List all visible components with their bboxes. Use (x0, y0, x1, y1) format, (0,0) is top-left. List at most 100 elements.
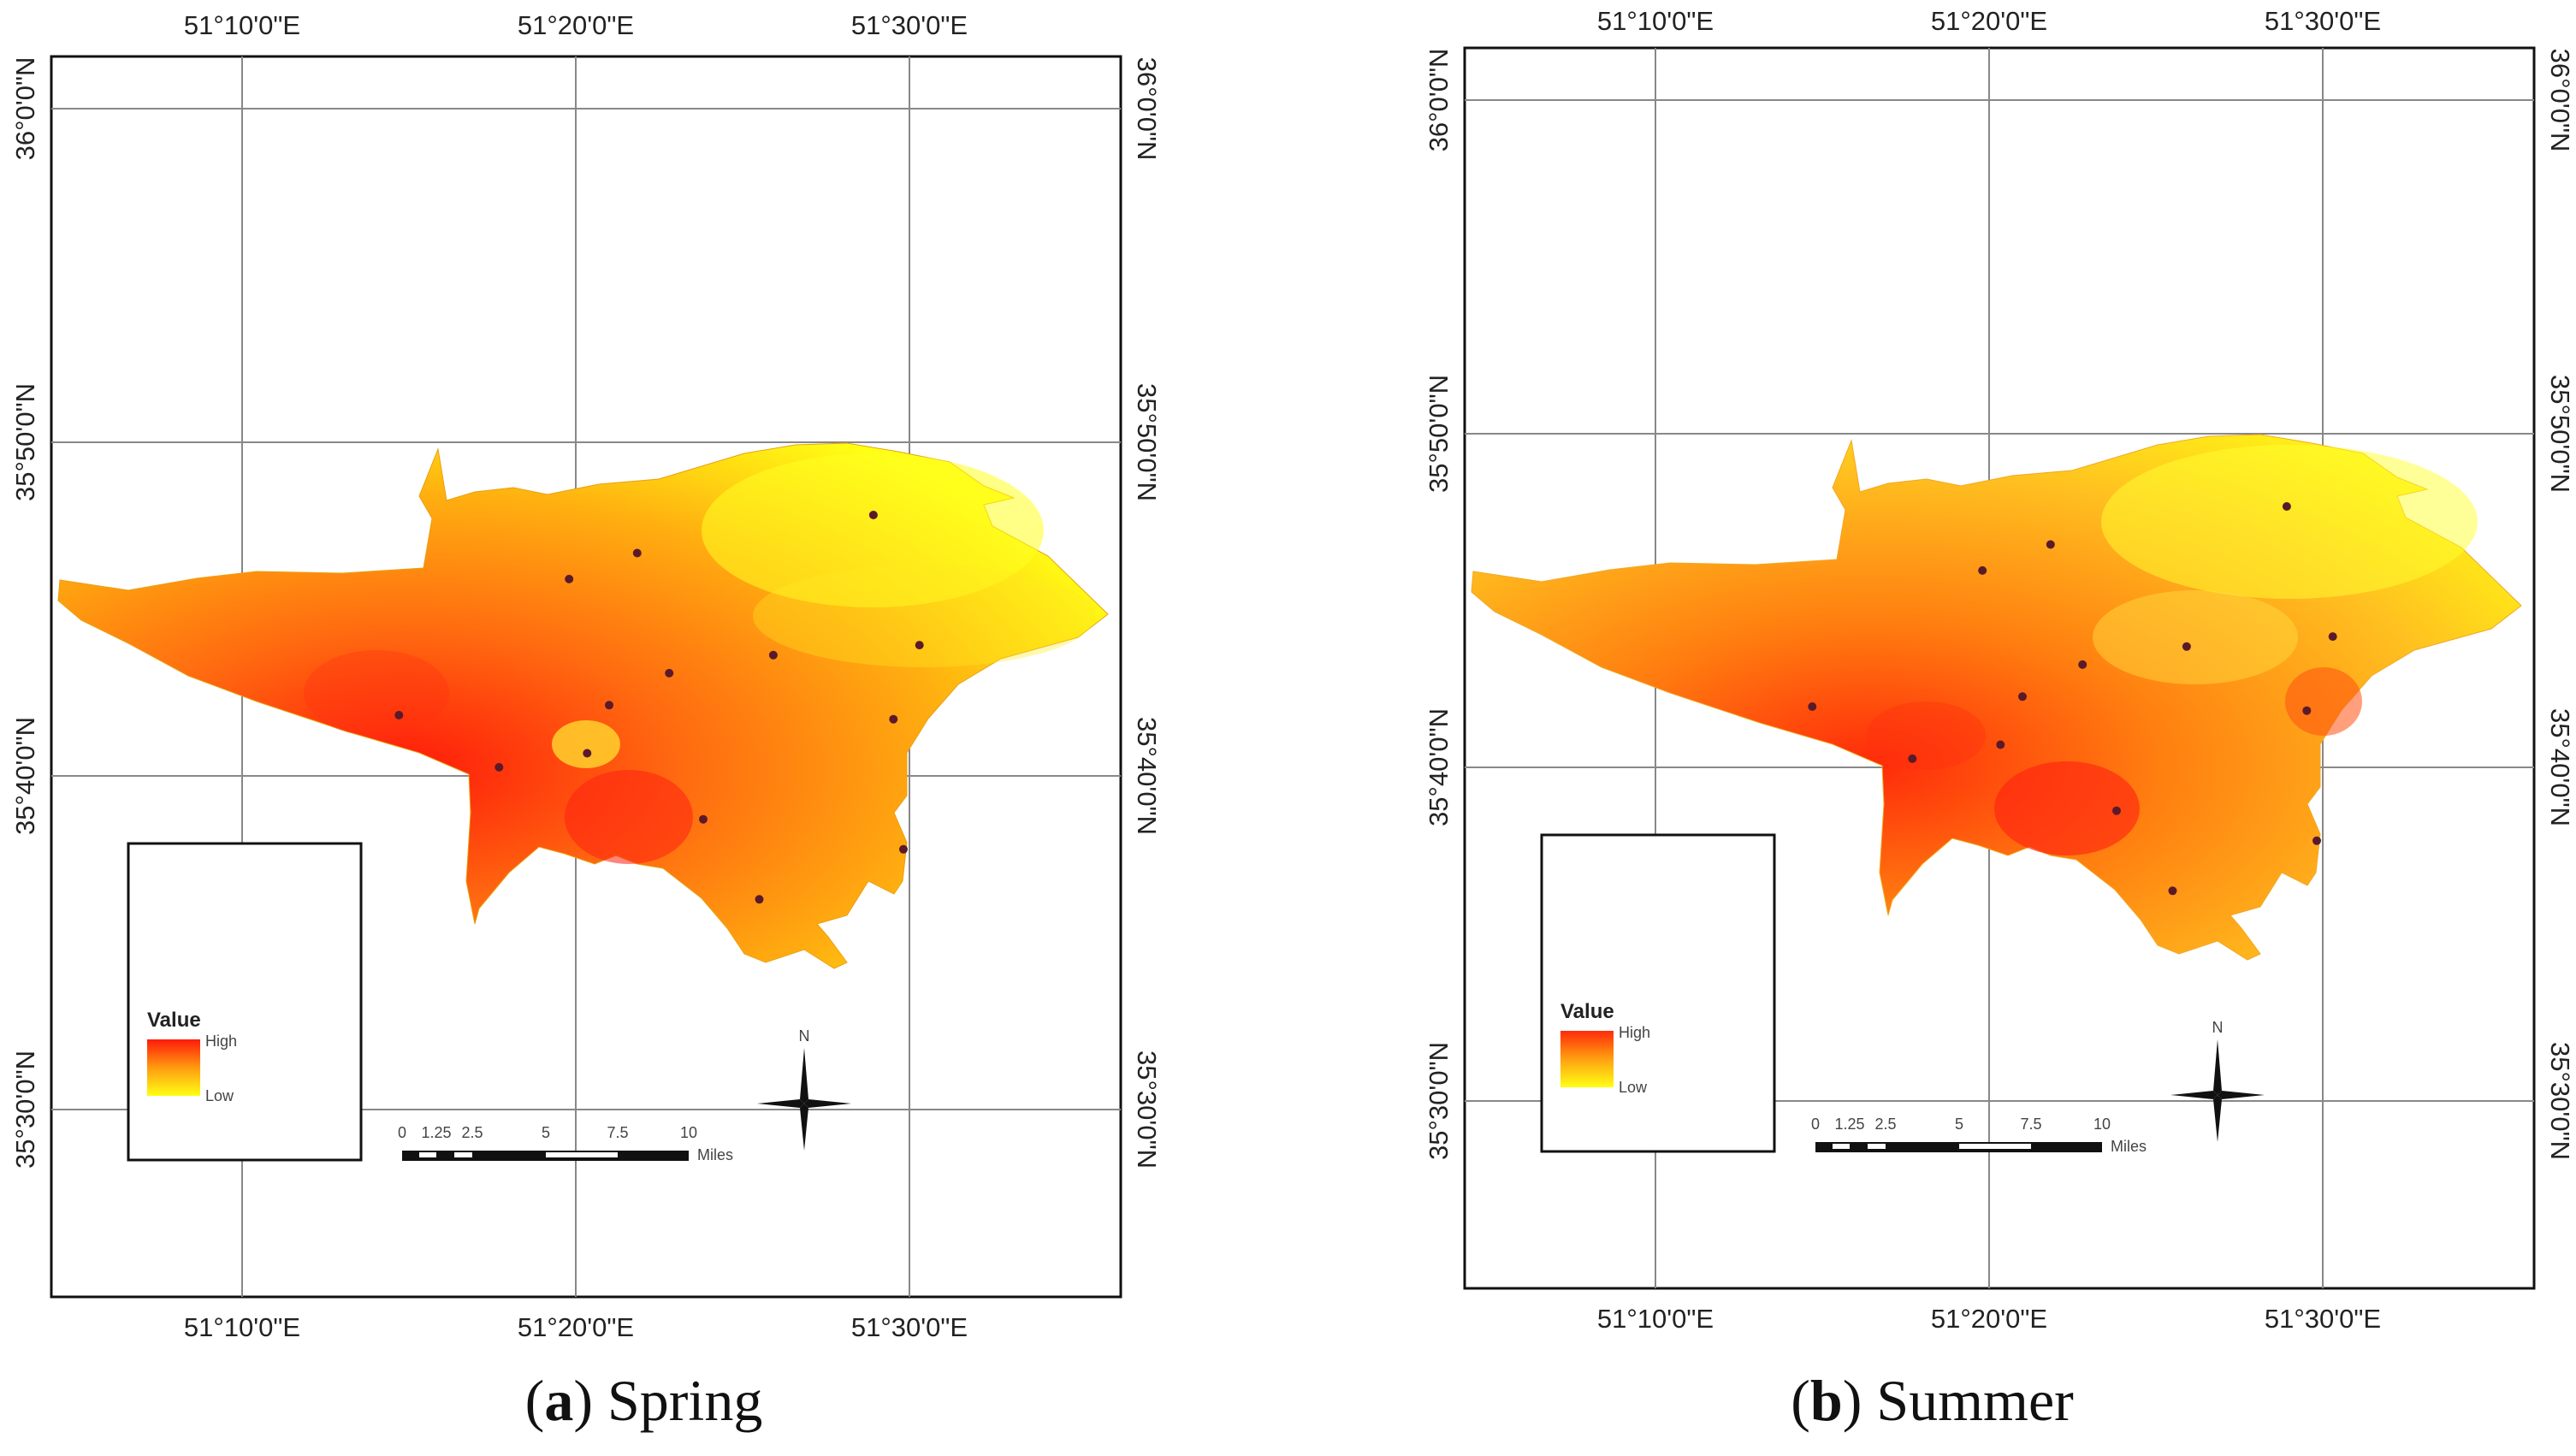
lat-label-left: 35°30'0"N (1424, 1042, 1454, 1160)
lon-label-bottom: 51°10'0"E (184, 1312, 300, 1342)
svg-text:1.25: 1.25 (421, 1124, 451, 1141)
station-point (2018, 692, 2027, 701)
legend-box (127, 842, 363, 1162)
station-point (2078, 660, 2087, 669)
map-panel-summer: 51°10'0"E 51°20'0"E 51°30'0"E 51°10'0"E … (1288, 0, 2576, 1456)
lon-label-top: 51°10'0"E (1597, 6, 1714, 36)
legend-color-ramp (1560, 1031, 1614, 1087)
panel-caption: (a) Spring (524, 1368, 763, 1433)
scale-bar: 0 1.25 2.5 5 7.5 10 Miles (398, 1124, 733, 1163)
station-point (1808, 702, 1817, 711)
lat-label-left: 35°30'0"N (10, 1051, 40, 1169)
station-point (632, 548, 642, 558)
legend-low-label: Low (1619, 1079, 1648, 1096)
svg-text:N: N (799, 1027, 810, 1045)
high-value-overlay (2093, 590, 2298, 684)
station-point (2168, 886, 2177, 896)
svg-text:2.5: 2.5 (1874, 1116, 1896, 1133)
station-point (2046, 540, 2055, 549)
map-panel-spring: 51°10'0"E 51°20'0"E 51°30'0"E 51°10'0"E … (10, 10, 1162, 1433)
station-point (394, 711, 404, 719)
station-point (699, 814, 708, 824)
station-point (2182, 642, 2191, 651)
station-point (565, 574, 574, 583)
lon-label-bottom: 51°20'0"E (1931, 1304, 2047, 1334)
legend-high-label: High (205, 1033, 237, 1050)
station-point (889, 714, 898, 724)
scale-bar: 0 1.25 2.5 5 7.5 10 Miles (1811, 1116, 2147, 1155)
legend-box (1540, 833, 1776, 1153)
station-point (1978, 565, 1987, 575)
svg-text:N: N (2212, 1019, 2224, 1036)
station-point (768, 650, 778, 660)
svg-text:0: 0 (398, 1124, 406, 1141)
lat-label-right: 35°40'0"N (2545, 708, 2575, 826)
legend-title: Value (147, 1009, 201, 1032)
map-svg-summer: 51°10'0"E 51°20'0"E 51°30'0"E 51°10'0"E … (1424, 6, 2575, 1334)
svg-text:Miles: Miles (697, 1146, 733, 1163)
lat-label-right: 36°0'0"N (1132, 57, 1162, 161)
north-arrow: N (2170, 1019, 2265, 1142)
svg-text:7.5: 7.5 (2020, 1116, 2041, 1133)
svg-text:7.5: 7.5 (607, 1124, 628, 1141)
lat-label-right: 35°50'0"N (1132, 383, 1162, 501)
lon-label-top: 51°10'0"E (184, 10, 300, 40)
station-point (2112, 806, 2121, 815)
lat-label-right: 35°30'0"N (1132, 1051, 1162, 1169)
hot-spot (1866, 701, 1986, 770)
lon-label-bottom: 51°30'0"E (2265, 1304, 2381, 1334)
station-point (899, 844, 908, 854)
svg-text:10: 10 (680, 1124, 697, 1141)
legend-title: Value (1560, 1000, 1614, 1023)
svg-text:Miles: Miles (2111, 1138, 2147, 1155)
panel-caption: (b) Summer (1791, 1368, 2074, 1433)
lat-label-left: 36°0'0"N (10, 57, 40, 161)
lat-label-right: 36°0'0"N (2545, 49, 2575, 152)
lon-label-top: 51°20'0"E (1931, 6, 2047, 36)
high-value-overlay (2101, 445, 2478, 599)
low-value-spot (552, 720, 620, 768)
station-point (868, 511, 878, 519)
station-point (583, 749, 592, 758)
lat-label-left: 35°50'0"N (1424, 375, 1454, 493)
station-point (665, 668, 674, 678)
north-arrow: N (757, 1027, 851, 1151)
station-point (605, 701, 613, 710)
map-svg-spring: 51°10'0"E 51°20'0"E 51°30'0"E 51°10'0"E … (10, 10, 1162, 1342)
lat-label-right: 35°30'0"N (2545, 1042, 2575, 1160)
lon-label-top: 51°30'0"E (2265, 6, 2381, 36)
lon-label-bottom: 51°10'0"E (1597, 1304, 1714, 1334)
hot-spot (1994, 761, 2140, 855)
high-value-overlay (753, 565, 1095, 667)
station-point (2282, 502, 2291, 511)
stations-spring (394, 511, 924, 904)
lat-label-right: 35°50'0"N (2545, 375, 2575, 493)
stations-summer (1808, 502, 2337, 896)
lon-label-bottom: 51°30'0"E (851, 1312, 968, 1342)
station-point (755, 895, 764, 904)
legend-high-label: High (1619, 1024, 1650, 1041)
hot-spot (304, 650, 449, 736)
lat-label-left: 35°50'0"N (10, 383, 40, 501)
station-point (915, 641, 924, 650)
hot-spot (565, 770, 693, 864)
lon-label-bottom: 51°20'0"E (518, 1312, 634, 1342)
legend-low-label: Low (205, 1087, 234, 1104)
station-point (2302, 706, 2312, 715)
station-point (2312, 836, 2321, 845)
lat-label-left: 36°0'0"N (1424, 49, 1454, 152)
lat-label-left: 35°40'0"N (1424, 708, 1454, 826)
high-value-overlay (702, 453, 1044, 607)
station-point (2328, 632, 2337, 642)
svg-text:2.5: 2.5 (461, 1124, 483, 1141)
svg-text:5: 5 (542, 1124, 550, 1141)
svg-text:10: 10 (2093, 1116, 2111, 1133)
lat-label-right: 35°40'0"N (1132, 717, 1162, 835)
station-point (1908, 754, 1917, 763)
svg-text:1.25: 1.25 (1834, 1116, 1864, 1133)
lon-label-top: 51°20'0"E (518, 10, 634, 40)
lon-label-top: 51°30'0"E (851, 10, 968, 40)
legend-color-ramp (147, 1039, 200, 1096)
station-point (494, 762, 504, 772)
lat-label-left: 35°40'0"N (10, 717, 40, 835)
